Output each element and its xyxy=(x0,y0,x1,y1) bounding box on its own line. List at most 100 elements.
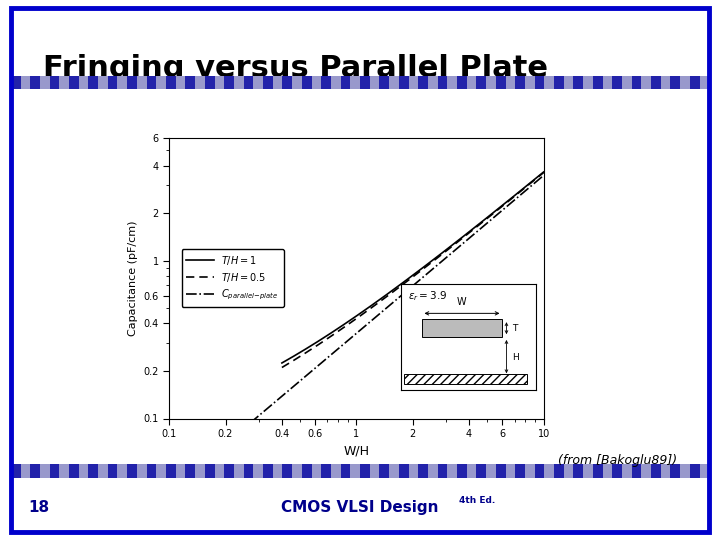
Bar xyxy=(50,464,59,478)
Bar xyxy=(516,464,525,478)
$T/H = 0.5$ xyxy=(293,355,302,361)
$C_{parallel\!-\!plate}$ xyxy=(504,202,513,208)
Bar xyxy=(670,464,680,478)
Bar xyxy=(11,76,20,89)
Text: 18: 18 xyxy=(29,500,50,515)
Bar xyxy=(564,464,573,478)
Bar xyxy=(651,76,661,89)
$T/H = 0.5$ xyxy=(347,319,356,325)
$T/H = 0.5$ xyxy=(526,180,535,186)
Bar xyxy=(428,464,438,478)
Bar xyxy=(525,76,535,89)
Bar xyxy=(421,319,503,337)
Bar xyxy=(418,464,428,478)
$T/H = 1$ xyxy=(278,360,287,366)
Text: T: T xyxy=(512,323,517,333)
Bar xyxy=(234,76,243,89)
Bar xyxy=(534,76,544,89)
Bar xyxy=(700,464,709,478)
Bar xyxy=(312,464,321,478)
Bar xyxy=(360,76,369,89)
Bar xyxy=(156,464,166,478)
Bar xyxy=(477,76,486,89)
Bar xyxy=(89,464,98,478)
Bar xyxy=(224,76,234,89)
Bar xyxy=(408,464,418,478)
Bar xyxy=(98,464,108,478)
$T/H = 0.5$ xyxy=(517,187,526,194)
Bar xyxy=(642,464,651,478)
Bar xyxy=(661,464,670,478)
Bar xyxy=(505,76,516,89)
Bar xyxy=(176,464,186,478)
Bar xyxy=(603,464,612,478)
Bar xyxy=(399,76,408,89)
$C_{parallel\!-\!plate}$ xyxy=(388,300,397,307)
Bar xyxy=(321,76,331,89)
Bar xyxy=(117,464,127,478)
Bar xyxy=(282,76,292,89)
Bar xyxy=(447,76,457,89)
Bar xyxy=(40,76,50,89)
Bar xyxy=(496,464,505,478)
Bar xyxy=(622,464,631,478)
Bar xyxy=(253,464,263,478)
Text: (from [Bakoglu89]): (from [Bakoglu89]) xyxy=(558,454,677,467)
Bar xyxy=(612,464,622,478)
Bar xyxy=(438,464,447,478)
Bar xyxy=(20,464,30,478)
$T/H = 1$ xyxy=(288,354,297,360)
Bar xyxy=(554,464,564,478)
Bar xyxy=(331,464,341,478)
Bar xyxy=(593,464,603,478)
Bar xyxy=(544,464,554,478)
Bar xyxy=(690,76,700,89)
Bar xyxy=(351,76,360,89)
Bar xyxy=(341,464,351,478)
Bar xyxy=(204,76,215,89)
Bar xyxy=(273,76,282,89)
Y-axis label: Capacitance (pF/cm): Capacitance (pF/cm) xyxy=(128,220,138,336)
Line: $T/H = 0.5$: $T/H = 0.5$ xyxy=(282,173,544,368)
Bar xyxy=(379,464,389,478)
Bar xyxy=(680,464,690,478)
Bar xyxy=(651,464,661,478)
Bar xyxy=(302,464,312,478)
$C_{parallel\!-\!plate}$ xyxy=(165,488,174,495)
Bar xyxy=(176,76,186,89)
Bar xyxy=(631,76,642,89)
$T/H = 0.5$ xyxy=(326,333,335,340)
Bar xyxy=(457,76,467,89)
Bar xyxy=(583,464,593,478)
Bar xyxy=(59,464,69,478)
Bar xyxy=(156,76,166,89)
Bar xyxy=(389,76,399,89)
Bar xyxy=(642,76,651,89)
Line: $C_{parallel\!-\!plate}$: $C_{parallel\!-\!plate}$ xyxy=(169,176,544,491)
Bar xyxy=(564,76,573,89)
Bar xyxy=(331,76,341,89)
Bar xyxy=(534,464,544,478)
Bar xyxy=(127,464,137,478)
$C_{parallel\!-\!plate}$ xyxy=(166,487,175,494)
Bar xyxy=(486,76,496,89)
Bar xyxy=(30,76,40,89)
Bar xyxy=(243,464,253,478)
Text: CMOS VLSI Design: CMOS VLSI Design xyxy=(282,500,438,515)
Bar xyxy=(457,464,467,478)
Text: 4th Ed.: 4th Ed. xyxy=(459,496,495,505)
Bar xyxy=(11,464,20,478)
Bar xyxy=(69,76,78,89)
Bar xyxy=(428,76,438,89)
Bar xyxy=(78,464,89,478)
$T/H = 0.5$ xyxy=(288,358,297,365)
$C_{parallel\!-\!plate}$ xyxy=(394,295,402,301)
Bar xyxy=(603,76,612,89)
Text: H: H xyxy=(512,353,518,362)
Bar xyxy=(612,76,622,89)
Bar xyxy=(516,76,525,89)
Bar xyxy=(369,76,379,89)
Bar xyxy=(50,76,59,89)
Bar xyxy=(292,464,302,478)
Bar xyxy=(166,464,176,478)
